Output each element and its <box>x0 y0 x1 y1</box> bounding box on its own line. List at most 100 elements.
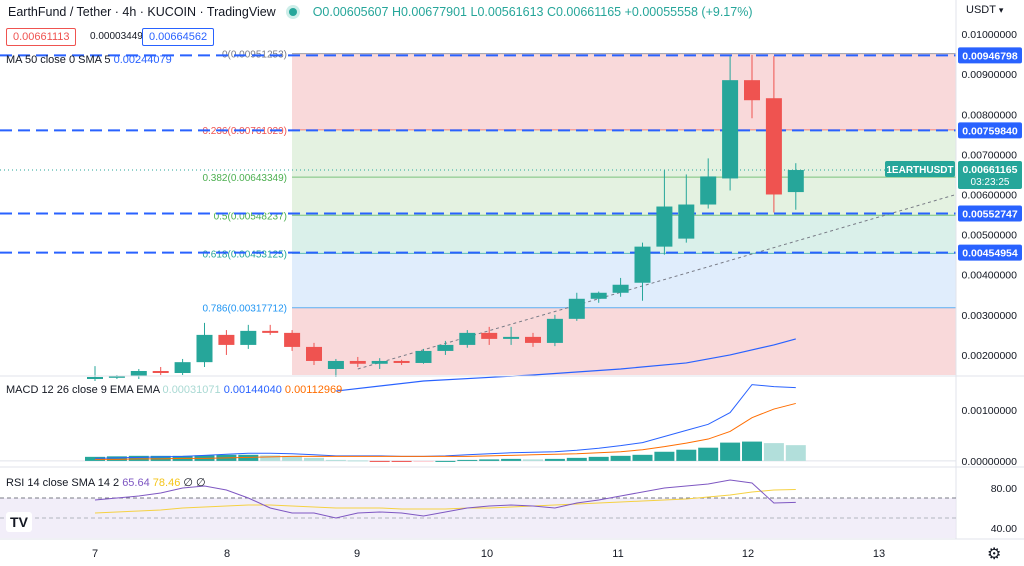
time-axis-label: 7 <box>92 548 98 560</box>
candle-body[interactable] <box>87 377 103 380</box>
macd-hist-bar <box>325 459 346 461</box>
candle-body[interactable] <box>130 370 147 376</box>
price-tag-bg <box>958 47 1022 64</box>
rsi-legend[interactable]: RSI 14 close SMA 14 2 65.64 78.46 ∅ ∅ <box>6 476 206 489</box>
currency-selector[interactable]: USDT ▾ <box>966 4 1003 16</box>
macd-hist-bar <box>763 443 784 461</box>
candle-body[interactable] <box>525 336 541 343</box>
candle-body[interactable] <box>656 206 673 247</box>
fib-zone-1 <box>292 129 956 178</box>
candle-body[interactable] <box>393 360 410 363</box>
candle-body[interactable] <box>262 330 279 333</box>
candle-body[interactable] <box>284 332 301 347</box>
symbol-title[interactable]: EarthFund / Tether · 4h · KUCOIN · Tradi… <box>8 5 276 19</box>
price-tick-label: 0.00800000 <box>962 109 1018 121</box>
macd-hist-bar <box>260 455 281 461</box>
macd-hist-bar <box>479 459 500 461</box>
macd-hist-bar <box>106 456 127 461</box>
candle-timer-label: 03:23:25 <box>971 177 1010 188</box>
macd-hist-value: 0.00031071 <box>162 384 221 396</box>
ohlc-low: L0.00561613 <box>470 5 544 19</box>
rsi-ma-value: 78.46 <box>152 477 181 489</box>
macd-legend[interactable]: MACD 12 26 close 9 EMA EMA 0.00031071 0.… <box>6 384 342 396</box>
rsi-tick-label: 80.00 <box>991 483 1017 495</box>
ohlc-close: C0.00661165 <box>546 5 622 19</box>
price-tag-label: 0.00552747 <box>962 208 1018 220</box>
tradingview-logo-icon[interactable]: TV <box>6 512 32 532</box>
macd-hist-bar <box>282 455 303 461</box>
candle-body[interactable] <box>765 98 782 195</box>
candle-body[interactable] <box>722 80 739 179</box>
candle-body[interactable] <box>196 334 213 363</box>
price-tag-bg <box>958 205 1022 222</box>
time-axis-label: 10 <box>481 548 493 560</box>
macd-hist-bar <box>238 454 259 461</box>
candle-body[interactable] <box>787 170 804 193</box>
fib-zone-0 <box>292 53 956 130</box>
price-tick-label: 0.00600000 <box>962 189 1018 201</box>
candle-body[interactable] <box>415 350 432 363</box>
chevron-down-icon: ▾ <box>998 5 1004 15</box>
candle-body[interactable] <box>612 284 629 293</box>
spread-value: 0.00003449 <box>90 31 143 42</box>
macd-hist-bar <box>632 454 653 461</box>
macd-hist-bar <box>523 459 543 461</box>
candle-body[interactable] <box>240 330 257 345</box>
currency-label: USDT <box>966 4 996 16</box>
candle-body[interactable] <box>152 370 169 373</box>
macd-hist-bar <box>610 455 631 461</box>
price-tick-label: 0.00400000 <box>962 270 1018 282</box>
macd-hist-bar <box>698 447 719 461</box>
macd-signal-value: 0.00112969 <box>284 384 343 396</box>
time-axis-label: 11 <box>612 548 623 560</box>
fib-label-1: 0.236(0.00761029) <box>202 126 287 137</box>
ohlc-high: H0.00677901 <box>391 5 468 19</box>
header-bar: EarthFund / Tether · 4h · KUCOIN · Tradi… <box>8 5 753 19</box>
candle-body[interactable] <box>590 292 607 299</box>
last-price-tag-bg <box>958 160 1022 189</box>
macd-hist-bar <box>676 449 697 461</box>
candle-body[interactable] <box>437 344 454 351</box>
sell-price-button[interactable]: 0.00661113 <box>6 28 77 46</box>
candle-body[interactable] <box>481 332 498 339</box>
macd-hist-bar <box>413 460 434 462</box>
candle-body[interactable] <box>306 346 322 361</box>
ma-legend[interactable]: MA 50 close 0 SMA 5 0.00244079 <box>6 54 172 66</box>
macd-hist-bar <box>720 442 741 461</box>
candle-body[interactable] <box>459 332 476 345</box>
macd-hist-bar <box>128 455 149 461</box>
candle-body[interactable] <box>744 80 760 101</box>
candle-body[interactable] <box>634 246 651 283</box>
rsi-tick-label: 40.00 <box>991 523 1017 535</box>
rsi-ma-line <box>94 489 796 514</box>
candle-body[interactable] <box>371 360 388 364</box>
macd-hist-bar <box>369 460 390 462</box>
macd-hist-bar <box>588 456 609 461</box>
price-tick-label: 0.01000000 <box>962 29 1018 41</box>
macd-hist-bar <box>742 441 762 461</box>
trend-line <box>357 194 957 370</box>
ma-legend-name: MA 50 close 0 SMA 5 <box>6 54 111 66</box>
last-price-label: 0.00661165 <box>963 164 1018 176</box>
candle-body[interactable] <box>546 318 563 343</box>
candle-body[interactable] <box>174 362 191 373</box>
price-tag-label: 0.00759840 <box>962 125 1018 137</box>
rsi-value: 65.64 <box>122 477 150 489</box>
candle-body[interactable] <box>108 375 125 378</box>
candle-body[interactable] <box>678 204 695 239</box>
fib-zone-3 <box>292 215 956 254</box>
time-axis-label: 8 <box>224 548 230 560</box>
symbol-tag-bg <box>885 160 955 177</box>
ohlc-open: O0.00605607 <box>312 5 389 19</box>
candle-body[interactable] <box>349 360 366 364</box>
macd-hist-bar <box>654 451 675 461</box>
candle-body[interactable] <box>218 334 235 345</box>
candle-body[interactable] <box>503 336 520 339</box>
candle-body[interactable] <box>568 298 585 319</box>
candle-body[interactable] <box>700 176 717 205</box>
settings-gear-icon[interactable]: ⚙ <box>987 546 1002 563</box>
macd-line <box>94 384 796 459</box>
buy-price-button[interactable]: 0.00664562 <box>142 28 215 46</box>
candle-body[interactable] <box>327 360 344 369</box>
